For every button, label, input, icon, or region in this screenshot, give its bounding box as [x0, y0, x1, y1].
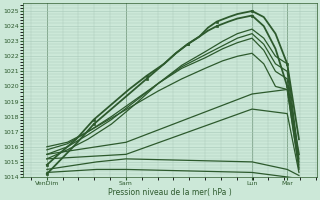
X-axis label: Pression niveau de la mer( hPa ): Pression niveau de la mer( hPa ): [108, 188, 232, 197]
